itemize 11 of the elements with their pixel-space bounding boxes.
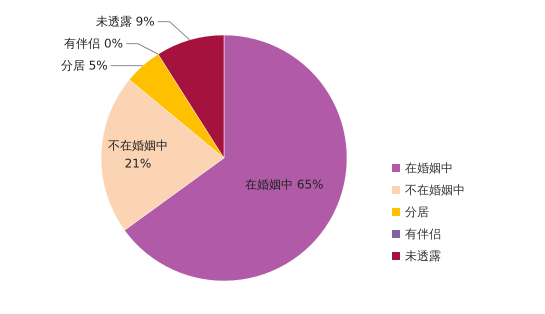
legend-label: 在婚姻中: [405, 161, 453, 175]
category-label: 在婚姻中 65%: [245, 178, 324, 192]
legend-label: 有伴侣: [405, 227, 441, 241]
legend-label: 未透露: [405, 249, 441, 263]
legend-label: 不在婚姻中: [405, 183, 465, 197]
category-label: 未透露 9%: [96, 14, 155, 29]
slice-label: 不在婚姻中: [108, 138, 168, 152]
data-label: 21%: [124, 156, 152, 170]
legend-label: 分居: [405, 205, 429, 219]
category-label: 有伴侣 0%: [64, 36, 124, 51]
category-label: 分居 5%: [60, 58, 108, 73]
